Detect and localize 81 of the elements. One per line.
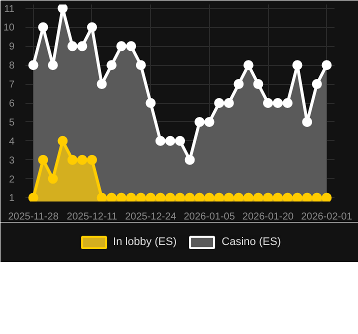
- point: [253, 192, 264, 202]
- point: [136, 60, 146, 70]
- point: [146, 192, 156, 202]
- point: [126, 41, 136, 52]
- point: [194, 192, 205, 202]
- point: [234, 192, 244, 202]
- point: [126, 192, 136, 202]
- point: [96, 192, 107, 202]
- point: [28, 60, 38, 70]
- y-tick-label: 3: [8, 155, 15, 166]
- y-tick-label: 6: [8, 98, 15, 110]
- point: [58, 4, 68, 14]
- point: [322, 192, 332, 202]
- y-tick-label: 11: [4, 4, 15, 15]
- legend-label: In lobby (ES): [113, 236, 177, 248]
- point: [312, 192, 322, 202]
- point: [194, 116, 205, 127]
- point: [38, 154, 48, 165]
- point: [136, 192, 146, 202]
- point: [272, 98, 283, 108]
- x-tick-label: 2026-01-20: [242, 212, 294, 222]
- point: [165, 192, 176, 202]
- point: [234, 79, 244, 90]
- point: [243, 60, 254, 70]
- point: [322, 60, 332, 70]
- point: [243, 192, 254, 202]
- legend-label: Casino (ES): [222, 236, 281, 248]
- x-tick-label: 2026-01-05: [184, 212, 236, 222]
- point: [214, 192, 224, 202]
- point: [282, 98, 293, 108]
- point: [106, 192, 117, 202]
- point: [302, 116, 312, 127]
- y-tick-label: 7: [8, 80, 15, 91]
- point: [204, 116, 214, 127]
- point: [224, 98, 234, 108]
- y-tick-label: 5: [8, 117, 15, 128]
- point: [48, 174, 58, 184]
- y-tick-label: 9: [8, 42, 15, 53]
- point: [175, 192, 185, 202]
- y-tick-label: 1: [8, 193, 15, 204]
- y-tick-label: 8: [8, 60, 15, 72]
- x-tick-label: 2025-12-24: [125, 212, 177, 222]
- point: [292, 60, 302, 70]
- point: [58, 136, 68, 146]
- point: [175, 136, 185, 146]
- y-tick-label: 2: [8, 174, 15, 186]
- point: [184, 192, 195, 202]
- y-tick-label: 4: [8, 136, 15, 148]
- point: [155, 192, 166, 202]
- point: [116, 192, 126, 202]
- point: [116, 41, 126, 52]
- x-tick-label: 2025-11-28: [8, 212, 59, 222]
- point: [38, 22, 48, 32]
- point: [263, 192, 274, 202]
- point: [77, 154, 88, 165]
- point: [48, 60, 58, 70]
- y-tick-label: 10: [3, 22, 15, 34]
- point: [67, 154, 78, 165]
- point: [106, 60, 117, 70]
- point: [96, 79, 107, 90]
- point: [204, 192, 214, 202]
- point: [312, 79, 322, 90]
- point: [28, 192, 38, 202]
- point: [184, 154, 195, 165]
- point: [292, 192, 302, 202]
- x-tick-label: 2025-12-11: [66, 212, 118, 222]
- point: [165, 136, 176, 146]
- point: [302, 192, 312, 202]
- point: [214, 98, 224, 108]
- point: [224, 192, 234, 202]
- x-tick-label: 2026-02-01: [301, 212, 353, 222]
- point: [263, 98, 274, 108]
- point: [272, 192, 283, 202]
- point: [86, 154, 97, 165]
- point: [146, 98, 156, 108]
- point: [67, 41, 78, 52]
- point: [253, 79, 264, 90]
- point: [77, 41, 88, 52]
- point: [155, 136, 166, 146]
- point: [282, 192, 293, 202]
- point: [86, 22, 97, 32]
